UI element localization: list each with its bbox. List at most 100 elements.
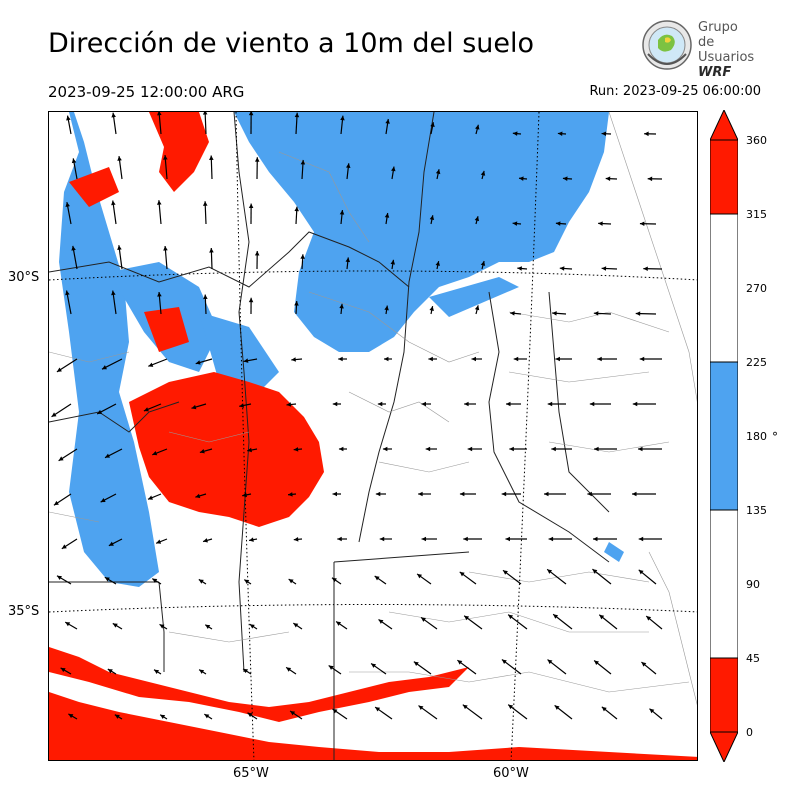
wind-arrow-head (345, 163, 351, 168)
wind-arrow-head (157, 200, 162, 205)
wind-arrow-head (418, 705, 424, 711)
wind-arrow-head (195, 493, 201, 499)
wind-arrows (51, 112, 663, 720)
wind-arrow-head (203, 294, 208, 300)
wind-arrow-head (249, 537, 254, 542)
cbar-tick-225: 225 (746, 356, 767, 369)
cbar-unit: ° (772, 430, 778, 444)
wind-arrow-head (464, 615, 470, 621)
wind-direction-map (48, 111, 698, 761)
wind-arrow-head (68, 713, 74, 719)
wind-arrow-head (513, 356, 519, 362)
wind-arrow-head (293, 447, 299, 452)
wind-arrow-head (163, 245, 168, 251)
wind-arrow-head (157, 112, 162, 116)
wind-arrow-head (639, 356, 645, 362)
wind-arrow-head (117, 245, 122, 250)
wind-arrow-head (502, 570, 508, 575)
wind-arrow-head (471, 356, 477, 362)
wind-arrow-head (107, 669, 113, 674)
logo-line3: WRF (698, 65, 732, 80)
wind-arrow-head (143, 407, 149, 412)
wind-arrow-head (457, 660, 463, 665)
wind-arrow-head (598, 221, 603, 226)
direction-fill-layer (49, 112, 697, 760)
wind-arrow-head (463, 536, 468, 542)
wind-arrow-head (291, 357, 296, 362)
wind-arrow-head (204, 714, 210, 719)
blue-region-west (49, 112, 159, 587)
wind-arrow-head (332, 709, 338, 714)
wind-arrow-head (553, 614, 559, 619)
wind-arrow-head (547, 659, 553, 665)
wind-arrow-head (597, 356, 602, 362)
wind-arrow-head (203, 538, 208, 543)
cbar-tick-0: 0 (746, 726, 753, 739)
logo-line1: Grupo de (698, 20, 738, 50)
wind-arrow-head (562, 176, 568, 181)
wind-arrow-head (293, 623, 299, 628)
wind-arrow-head (288, 579, 294, 584)
wind-arrow-head (601, 266, 607, 271)
globe-icon (642, 20, 692, 70)
wind-arrow-head (159, 624, 165, 629)
wind-arrow-head (248, 203, 254, 209)
wind-arrow-head (247, 712, 253, 718)
wind-arrow-head (328, 665, 334, 670)
logo-line2: Usuarios (698, 50, 755, 65)
wind-arrow-head (209, 248, 214, 253)
wind-arrow-head (474, 305, 480, 311)
wind-arrow-head (66, 115, 71, 121)
wind-arrow-head (547, 569, 553, 574)
wind-arrow-head (293, 537, 299, 542)
wind-arrow-head (382, 446, 388, 452)
wind-arrow-head (506, 401, 511, 407)
cbar-tick-180: 180 (746, 430, 767, 443)
wind-arrow-head (589, 401, 595, 407)
wind-arrow-head (559, 266, 565, 271)
wind-arrow-head (300, 254, 305, 259)
wind-arrow-head (286, 402, 292, 407)
wind-arrow-head (239, 403, 245, 408)
wind-arrow-head (300, 159, 306, 165)
blue-streak-2 (604, 542, 624, 562)
wind-arrow-head (243, 358, 249, 363)
wind-arrow-head (242, 492, 248, 498)
wind-arrow-head (198, 579, 204, 584)
blue-streak-1 (429, 277, 519, 317)
wind-arrow-head (435, 261, 440, 266)
wind-arrow-head (429, 306, 434, 311)
wind-arrow-head (340, 115, 345, 121)
wind-arrow-head (249, 624, 255, 629)
wind-arrow-head (254, 250, 260, 256)
wind-arrow-head (371, 663, 377, 668)
wind-arrow-head (557, 131, 563, 137)
wind-arrow-head (480, 261, 486, 266)
wind-arrow-head (643, 266, 648, 271)
wind-arrow-head (152, 451, 158, 456)
wind-arrow-head (111, 290, 116, 296)
wind-arrow-head (646, 616, 652, 621)
wind-arrow-head (205, 624, 211, 630)
lon-label-65w: 65°W (233, 766, 269, 781)
red-region-southwest (49, 692, 697, 760)
wind-arrow-head (551, 446, 556, 452)
wind-arrow-head (114, 714, 120, 719)
grupo-wrf-logo: Grupo de Usuarios WRF (638, 18, 758, 80)
wind-arrow-head (202, 112, 208, 115)
wind-arrow-head (641, 662, 647, 667)
wind-arrow-head (148, 362, 154, 367)
wind-arrow-head (480, 170, 486, 176)
wind-arrow-head (599, 614, 605, 620)
wind-arrow-head (71, 245, 76, 251)
wind-arrow-head (384, 305, 389, 311)
wind-arrow-head (593, 536, 598, 542)
wind-arrow-head (243, 668, 249, 674)
department-boundaries (49, 112, 697, 706)
wind-arrow-head (638, 536, 644, 542)
wind-arrow-head (632, 401, 638, 407)
blue-region-north (234, 112, 609, 352)
wind-arrow-head (154, 669, 160, 674)
wind-arrow-head (383, 356, 389, 362)
wind-arrow-head (501, 659, 507, 664)
